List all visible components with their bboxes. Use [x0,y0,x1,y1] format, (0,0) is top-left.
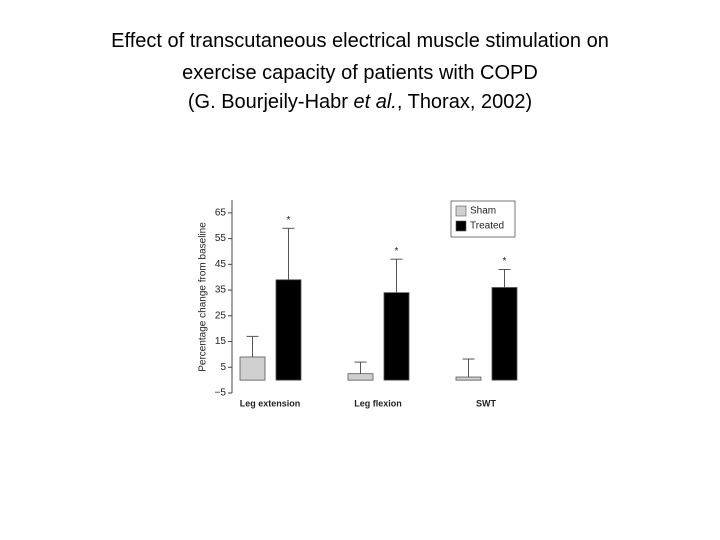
significance-mark: * [287,215,291,226]
error-bar [462,358,475,378]
x-tick-label: Leg extension [240,398,301,408]
bar [455,376,482,381]
y-tick-label: 45 [215,259,227,270]
x-tick-label: SWT [476,398,496,408]
bar [491,287,518,381]
citation-text: (G. Bourjeily-Habr [187,91,354,113]
y-tick-label: 15 [215,336,227,347]
error-bar [354,361,367,374]
error-bar [246,335,259,357]
error-bar [282,227,295,280]
x-tick-label: Leg flexion [354,398,402,408]
y-tick-label: 25 [215,310,227,321]
y-tick-label: 65 [215,208,227,219]
error-bar [498,268,511,288]
error-bar [390,258,403,293]
bar [347,373,374,381]
bar [383,292,410,381]
citation-italic: et al. [353,91,397,113]
legend-swatch [455,205,467,217]
y-tick-label: 5 [220,362,226,373]
significance-mark: * [395,246,399,257]
y-tick-label: 35 [215,285,227,296]
legend-label: Treated [470,221,504,232]
citation: (G. Bourjeily-Habr et al., Thorax, 2002) [0,88,720,116]
legend-label: Sham [470,206,496,217]
y-tick-label: −5 [215,388,227,399]
y-axis-label: Percentage change from baseline [198,222,209,372]
y-tick-label: 55 [215,233,227,244]
bar [239,356,266,381]
legend-swatch [455,220,467,232]
bar [275,279,302,381]
significance-mark: * [503,256,507,267]
citation-text: , Thorax, 2002) [396,91,533,113]
slide-title: exercise capacity of patients with COPD [182,62,538,84]
slide-title: Effect of transcutaneous electrical musc… [111,30,609,52]
